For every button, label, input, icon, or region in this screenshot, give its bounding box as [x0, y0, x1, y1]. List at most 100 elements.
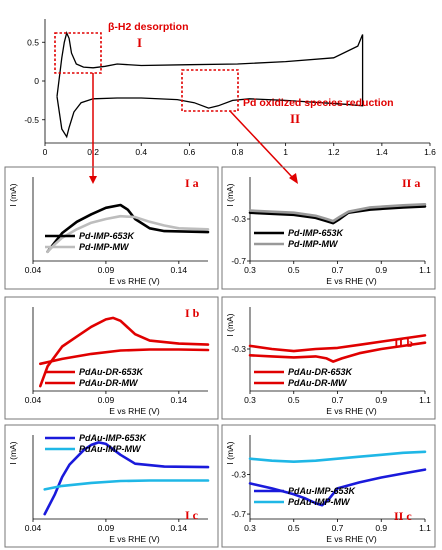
y-axis-label: I (mA) [225, 313, 235, 336]
sub-panels: 0.04 0.09 0.14 E vs RHE (V) I (mA) Pd-IMP-653… [8, 176, 431, 544]
x-tick-label: 0.09 [98, 523, 115, 533]
x-tick-label: 0.14 [171, 523, 188, 533]
legend-label: PdAu-DR-653K [288, 367, 354, 377]
panel-iia: 0.3 0.5 0.7 0.9 1.1 -0.3 -0.7 E vs RHE (V) I (mA… [225, 176, 431, 286]
x-axis-label: E vs RHE (V) [109, 406, 160, 416]
x-tick-label: 0.9 [375, 395, 387, 405]
legend-label: Pd-IMP-653K [79, 231, 136, 241]
series-line-1 [43, 441, 210, 516]
y-tick-label: -0.3 [231, 214, 246, 224]
x-tick-label: 1.4 [376, 147, 388, 157]
x-tick-label: 0.7 [332, 265, 344, 275]
legend-label: PdAu-DR-653K [79, 367, 145, 377]
y-tick-label: -0.7 [231, 256, 246, 266]
panel-ia: 0.04 0.09 0.14 E vs RHE (V) I (mA) Pd-IMP-653… [8, 176, 210, 286]
panel-tag-iic: II c [394, 509, 412, 523]
series-line-1 [39, 316, 210, 388]
legend-label: Pd-IMP-MW [79, 242, 130, 252]
arrowhead-iia [289, 173, 298, 184]
x-axis-label: E vs RHE (V) [109, 276, 160, 286]
y-tick-label: -0.5 [24, 115, 39, 125]
x-tick-label: 0.7 [332, 523, 344, 533]
region-i-box [54, 32, 102, 74]
x-tick-label: 1.1 [419, 395, 431, 405]
x-tick-label: 0.4 [135, 147, 147, 157]
main-cv-line [56, 31, 364, 139]
y-axis-label: I (mA) [225, 183, 235, 206]
series-line-1 [248, 205, 427, 225]
x-tick-label: 0.14 [171, 265, 188, 275]
legend-label: Pd-IMP-MW [288, 239, 339, 249]
panel-ib: 0.04 0.09 0.14 E vs RHE (V) PdAu-DR-653KPdAu… [25, 306, 210, 416]
x-tick-label: 0.04 [25, 265, 42, 275]
legend-label: PdAu-IMP-653K [79, 433, 148, 443]
x-tick-label: 0.09 [98, 265, 115, 275]
series-line-2 [248, 334, 427, 353]
panel-tag-ib: I b [185, 306, 200, 320]
x-tick-label: 0.09 [98, 395, 115, 405]
legend-label: PdAu-DR-MW [79, 378, 139, 388]
y-tick-label: -0.3 [231, 344, 246, 354]
series-line-1 [248, 468, 427, 507]
x-tick-label: 0.04 [25, 523, 42, 533]
arrowhead-ia [89, 176, 97, 184]
series-line-2 [248, 203, 427, 223]
series-line-1 [46, 203, 210, 253]
y-tick-label: 0 [34, 76, 39, 86]
x-tick-label: 1.1 [419, 523, 431, 533]
x-tick-label: 1.2 [328, 147, 340, 157]
y-tick-label: -0.7 [231, 509, 246, 519]
panel-ia-frame [4, 166, 219, 290]
panel-iia-frame [221, 166, 436, 290]
series-line-1 [248, 341, 427, 363]
panel-ib-frame [4, 296, 219, 420]
x-tick-label: 0.3 [244, 523, 256, 533]
panel-ic-frame [4, 424, 219, 548]
annotation-beta-h2: β-H2 desorption [108, 21, 189, 33]
x-tick-label: 1.1 [419, 265, 431, 275]
panel-iib-frame [221, 296, 436, 420]
x-tick-label: 0.3 [244, 265, 256, 275]
panel-tag-ic: I c [185, 508, 199, 522]
series-line-2 [248, 450, 427, 463]
x-axis-label: E vs RHE (V) [109, 534, 160, 544]
legend-label: PdAu-IMP-MW [79, 444, 142, 454]
panel-tag-iib: II b [394, 336, 413, 350]
annotation-i-label: I [137, 35, 142, 50]
panel-tag-ia: I a [185, 176, 199, 190]
main-cv-chart: 00.20.40.60.811.21.41.6-0.500.5 β-H2 des… [24, 19, 436, 184]
legend-label: PdAu-DR-MW [288, 378, 348, 388]
y-axis-label: I (mA) [8, 441, 18, 464]
series-line-2 [46, 214, 210, 253]
x-tick-label: 0.5 [288, 523, 300, 533]
x-tick-label: 0.5 [288, 395, 300, 405]
region-ii-box [181, 69, 239, 112]
panel-ic: 0.04 0.09 0.14 E vs RHE (V) I (mA) PdAu-IMP-6… [8, 433, 210, 544]
series-line-2 [39, 348, 210, 366]
x-tick-label: 0.8 [232, 147, 244, 157]
x-tick-label: 0.7 [332, 395, 344, 405]
x-tick-label: 0.3 [244, 395, 256, 405]
y-axis-label: I (mA) [225, 441, 235, 464]
annotation-pd-reduction: Pd oxidized species reduction [243, 97, 394, 109]
series-line-2 [43, 479, 210, 491]
x-tick-label: 0.04 [25, 395, 42, 405]
panel-iic-frame [221, 424, 436, 548]
x-axis-label: E vs RHE (V) [326, 534, 377, 544]
panel-iib: 0.3 0.5 0.7 0.9 1.1 -0.3 E vs RHE (V) I (mA) PdA… [225, 307, 431, 416]
legend-label: Pd-IMP-653K [288, 228, 345, 238]
legend-label: PdAu-IMP-MW [288, 497, 351, 507]
x-tick-label: 0.5 [288, 265, 300, 275]
x-tick-label: 0.9 [375, 523, 387, 533]
x-tick-label: 0.14 [171, 395, 188, 405]
y-tick-label: 0.5 [27, 37, 39, 47]
arrow-to-panel-iia [229, 110, 294, 179]
legend-label: PdAu-IMP-653K [288, 486, 357, 496]
x-tick-label: 0 [43, 147, 48, 157]
x-tick-label: 1 [283, 147, 288, 157]
x-tick-label: 1.6 [424, 147, 436, 157]
y-axis-label: I (mA) [8, 183, 18, 206]
y-tick-label: -0.3 [231, 470, 246, 480]
panel-iic: 0.3 0.5 0.7 0.9 1.1 -0.3 -0.7 E vs RHE (V) I (mA… [225, 435, 431, 544]
